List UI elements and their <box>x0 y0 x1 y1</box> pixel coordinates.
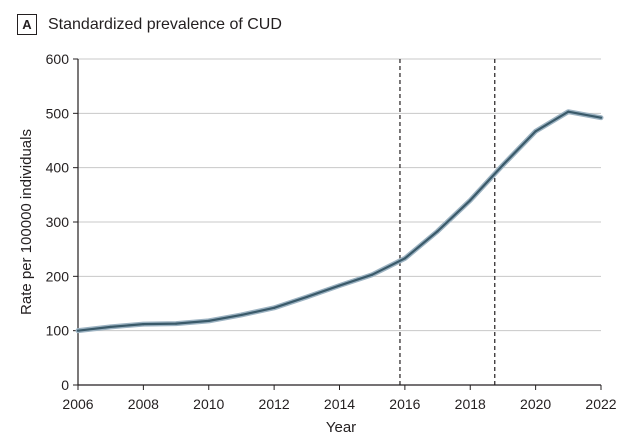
y-tick-label-0: 0 <box>61 377 69 393</box>
data-point-2012 <box>273 306 276 309</box>
y-axis-label: Rate per 100000 individuals <box>18 129 35 315</box>
prevalence-line <box>76 110 603 332</box>
x-tick-label-2010: 2010 <box>193 396 224 412</box>
x-tick-label-2006: 2006 <box>62 396 93 412</box>
y-tick-label-100: 100 <box>46 323 70 339</box>
axes <box>73 58 602 390</box>
y-tick-labels: 0 100 200 300 400 500 600 <box>46 51 70 393</box>
x-tick-label-2014: 2014 <box>324 396 355 412</box>
data-point-2022 <box>599 116 603 119</box>
y-tick-label-300: 300 <box>46 214 70 230</box>
y-tick-label-600: 600 <box>46 51 70 67</box>
data-point-2006 <box>76 329 80 332</box>
x-tick-label-2008: 2008 <box>128 396 159 412</box>
x-tick-labels: 2006 2008 2010 2012 2014 2016 2018 2020 2022 <box>62 396 616 412</box>
reference-lines <box>399 59 496 385</box>
panel-label-badge: A <box>17 14 37 35</box>
x-tick-label-2018: 2018 <box>455 396 486 412</box>
data-point-2018 <box>469 199 472 202</box>
data-point-2020 <box>534 130 537 133</box>
y-tick-label-200: 200 <box>46 268 70 284</box>
x-tick-label-2012: 2012 <box>259 396 290 412</box>
y-tick-label-500: 500 <box>46 105 70 121</box>
x-tick-label-2016: 2016 <box>389 396 420 412</box>
data-point-2017 <box>436 230 439 233</box>
x-axis-label: Year <box>326 419 356 436</box>
data-point-2013 <box>305 295 308 299</box>
data-point-2009 <box>174 322 178 325</box>
y-tick-label-400: 400 <box>46 160 70 176</box>
data-point-2021 <box>567 110 570 113</box>
data-series <box>75 109 604 334</box>
data-point-2014 <box>338 284 341 287</box>
data-point-2016 <box>403 257 406 260</box>
data-point-2015 <box>371 273 374 276</box>
chart-title: Standardized prevalence of CUD <box>48 16 282 33</box>
x-tick-label-2022: 2022 <box>585 396 616 412</box>
data-point-2011 <box>240 313 243 317</box>
data-point-2008 <box>142 323 145 326</box>
data-point-2007 <box>109 325 112 328</box>
data-point-2019 <box>501 163 505 167</box>
gridlines <box>78 58 601 332</box>
x-tick-label-2020: 2020 <box>520 396 551 412</box>
data-point-2010 <box>207 319 210 322</box>
